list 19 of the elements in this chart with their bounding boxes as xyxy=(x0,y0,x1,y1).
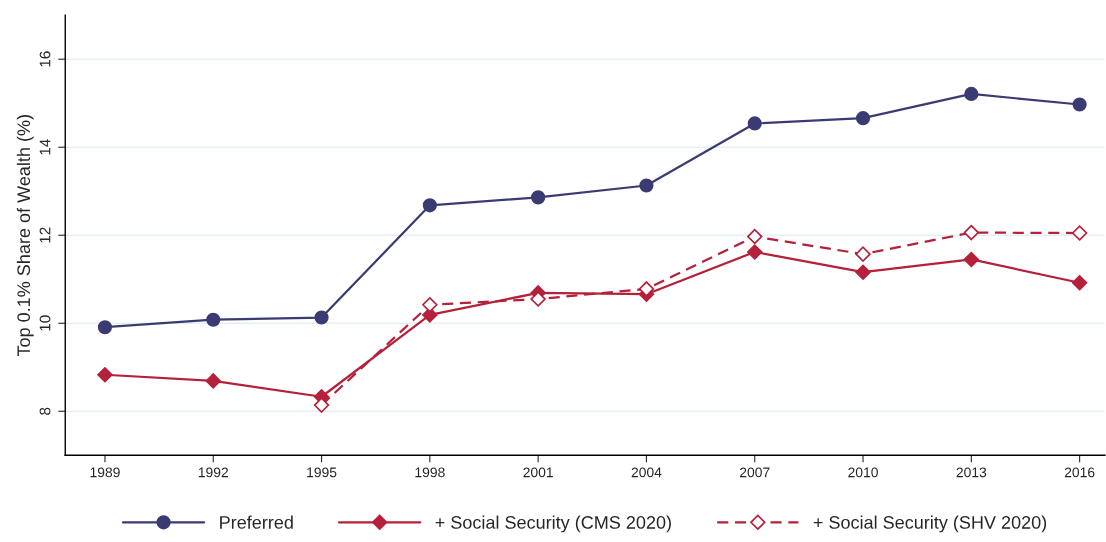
x-tick-label: 2007 xyxy=(739,467,770,478)
x-tick-label: 2016 xyxy=(1064,467,1095,478)
x-tick-label: 1992 xyxy=(198,467,229,478)
y-tick-label: 12 xyxy=(39,227,51,243)
x-tick-label: 2001 xyxy=(523,467,553,478)
y-tick-label: 14 xyxy=(39,139,51,155)
x-tick-label: 1989 xyxy=(90,467,120,478)
x-tick-label: 2013 xyxy=(956,467,987,478)
y-tick-label: 8 xyxy=(39,407,51,415)
legend-label: + Social Security (CMS 2020) xyxy=(435,515,671,533)
legend-label: Preferred xyxy=(220,515,293,529)
x-tick-label: 2010 xyxy=(848,467,878,478)
y-axis-title: Top 0.1% Share of Wealth (%) xyxy=(16,115,34,357)
x-tick-label: 1995 xyxy=(307,467,337,478)
x-tick-label: 1998 xyxy=(415,467,445,478)
y-tick-label: 16 xyxy=(39,51,51,67)
x-tick-label: 2004 xyxy=(631,467,662,478)
legend-label: + Social Security (SHV 2020) xyxy=(813,515,1047,533)
y-tick-label: 10 xyxy=(39,315,51,331)
